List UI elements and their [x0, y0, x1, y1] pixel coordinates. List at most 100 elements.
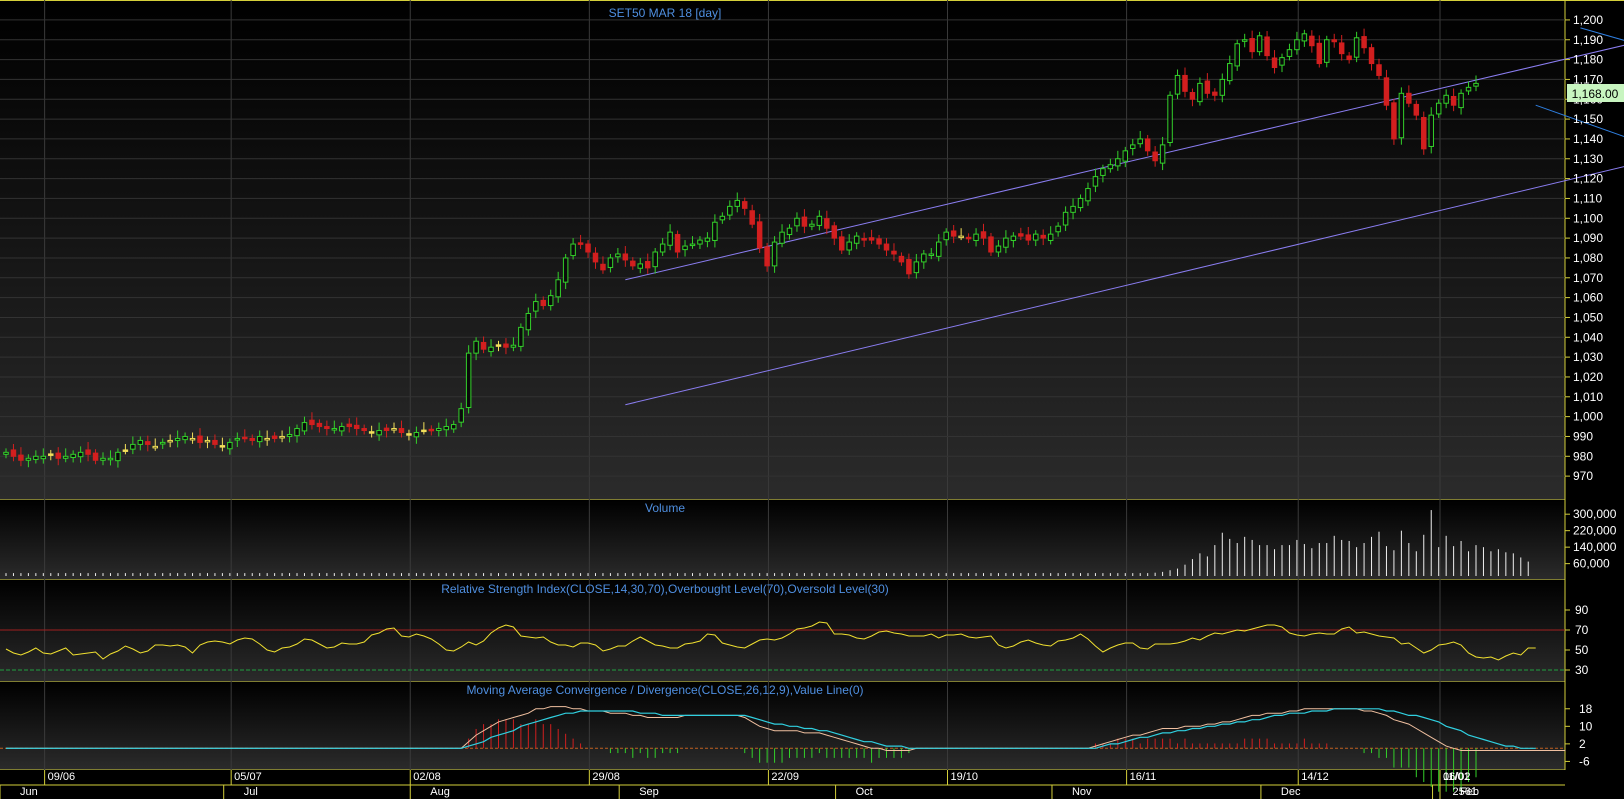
- candle: [734, 192, 741, 213]
- x-tick-label-top: 22/09: [771, 771, 799, 783]
- candle: [577, 234, 584, 250]
- signal-line: [6, 708, 1536, 749]
- candle-body: [92, 452, 99, 461]
- candle: [1309, 30, 1315, 53]
- candle-body: [1383, 77, 1390, 106]
- candle: [189, 432, 196, 444]
- rsi-panel[interactable]: [0, 621, 1565, 671]
- candle-body: [876, 238, 882, 245]
- volume-panel[interactable]: [5, 510, 1529, 576]
- x-tick-label-top: 02/08: [413, 771, 441, 783]
- candle: [10, 443, 17, 462]
- candle: [346, 418, 352, 433]
- x-tick-label-top: 14/12: [1301, 771, 1329, 783]
- candle-body: [1316, 42, 1323, 65]
- candle: [1077, 194, 1084, 212]
- candle: [630, 257, 636, 270]
- candle: [786, 224, 793, 240]
- candle: [1301, 29, 1308, 47]
- candle: [779, 224, 785, 248]
- candle-body: [562, 257, 569, 283]
- candle: [921, 250, 927, 269]
- candle-body: [167, 439, 173, 443]
- candle: [100, 452, 106, 466]
- candle: [1167, 91, 1173, 147]
- candle-body: [1353, 37, 1360, 58]
- candle: [40, 448, 47, 464]
- candle-body: [159, 441, 166, 445]
- candle-body: [1331, 39, 1337, 43]
- candle-body: [383, 427, 390, 432]
- candle-body: [1010, 235, 1017, 241]
- candle: [1100, 164, 1106, 183]
- candle-body: [473, 340, 479, 354]
- candle: [1249, 30, 1255, 59]
- candle-body: [831, 225, 838, 239]
- candle-body: [234, 437, 241, 441]
- candle: [801, 209, 808, 234]
- candle-body: [518, 326, 524, 347]
- price-y-tick-label: 1,110: [1573, 191, 1602, 205]
- candle: [234, 432, 241, 447]
- candle: [607, 253, 614, 273]
- candle-body: [697, 239, 703, 245]
- candle: [1383, 69, 1390, 111]
- candle-body: [652, 251, 658, 268]
- x-tick-label-bottom: Jun: [20, 786, 38, 798]
- candle-body: [174, 437, 181, 441]
- candle: [1391, 98, 1397, 145]
- candle: [898, 252, 905, 266]
- candle: [727, 200, 733, 221]
- candle-body: [391, 428, 397, 431]
- candle-body: [249, 437, 255, 441]
- candle: [689, 236, 696, 249]
- price-y-tick-label: 1,190: [1573, 33, 1603, 47]
- candle-body: [958, 235, 964, 239]
- candle-body: [107, 457, 114, 461]
- candle-body: [436, 428, 442, 432]
- price-panel[interactable]: [3, 10, 1624, 468]
- candle-body: [130, 443, 136, 450]
- rsi-y-tick-label: 70: [1575, 623, 1589, 637]
- candle-body: [398, 428, 405, 433]
- candle-body: [85, 449, 91, 455]
- macd-panel[interactable]: [0, 706, 1566, 792]
- candle-body: [488, 346, 494, 353]
- candle-body: [533, 301, 539, 312]
- candle: [107, 450, 114, 466]
- candle: [1085, 182, 1091, 206]
- candle-body: [1062, 211, 1069, 226]
- price-y-tick-label: 1,010: [1573, 390, 1603, 404]
- candle: [1324, 35, 1330, 68]
- candle-body: [577, 242, 584, 245]
- candle: [562, 253, 569, 290]
- candle-body: [100, 457, 106, 461]
- candle-body: [585, 243, 591, 253]
- candle: [1174, 69, 1181, 100]
- candle: [950, 225, 957, 244]
- candle-body: [294, 428, 300, 437]
- x-tick-label-bottom: Oct: [856, 786, 873, 798]
- candle: [339, 422, 345, 436]
- candle-body: [1271, 57, 1278, 69]
- candle: [540, 296, 546, 310]
- rsi-panel-title: Relative Strength Index(CLOSE,14,30,70),…: [441, 582, 889, 596]
- candle: [62, 448, 69, 463]
- candle: [368, 425, 375, 438]
- candle: [555, 271, 561, 303]
- candle-body: [1055, 225, 1061, 233]
- candle-body: [465, 352, 472, 409]
- candle: [1241, 33, 1248, 48]
- x-tick-label-bottom: Aug: [430, 786, 450, 798]
- candle-body: [988, 236, 994, 253]
- candle-body: [824, 218, 830, 229]
- candle-body: [913, 261, 920, 274]
- candle: [510, 337, 517, 352]
- candle-body: [1144, 138, 1151, 152]
- candle: [1018, 227, 1024, 241]
- candle-body: [764, 246, 770, 267]
- candle: [764, 242, 770, 272]
- candle-body: [1450, 95, 1457, 106]
- candle: [1435, 99, 1442, 118]
